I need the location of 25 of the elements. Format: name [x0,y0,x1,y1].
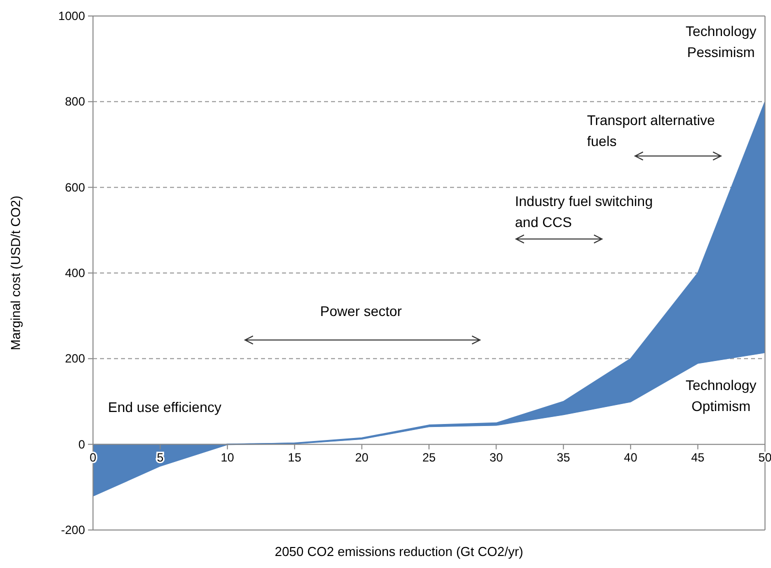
y-tick-label: 200 [64,352,86,366]
y-tick-label: 600 [64,180,86,194]
x-tick-label: 50 [758,450,771,464]
x-axis-title: 2050 CO2 emissions reduction (Gt CO2/yr) [274,544,524,559]
annotation: Transport alternative fuels [587,112,716,149]
y-tick-label: 800 [64,94,86,109]
y-tick-label: 400 [64,266,86,280]
annotation: Power sector [320,303,402,319]
annotation: Technology Pessimism [686,23,756,60]
x-tick-label: 5 [156,450,164,464]
x-tick-label: 35 [556,450,570,464]
annotation: End use efficiency [108,399,222,415]
x-tick-label: 40 [624,450,638,464]
x-tick-label: 10 [220,450,234,464]
x-tick-label: 20 [355,450,369,464]
x-tick-label: 25 [422,450,436,464]
x-tick-label: 15 [288,450,302,464]
annotation: Industry fuel switching and CCS [515,193,653,230]
x-tick-label: 45 [691,450,705,464]
annotation: Technology Optimism [686,377,756,414]
y-tick-label: 1000 [58,9,86,23]
x-tick-label: 30 [490,450,504,464]
y-tick-label: -200 [60,523,86,537]
y-tick-label: 0 [78,437,86,452]
y-axis-title: Marginal cost (USD/t CO2) [8,196,23,350]
